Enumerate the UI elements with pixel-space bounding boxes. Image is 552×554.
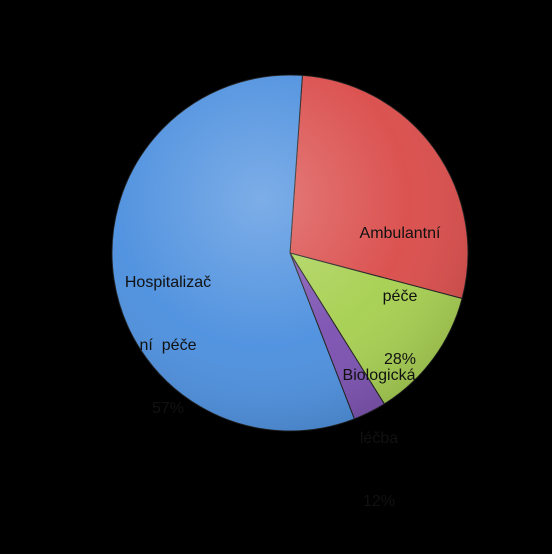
- slice-label-line: péče: [382, 288, 418, 305]
- slice-label-line: Ambulantní: [359, 225, 441, 242]
- slice-value-label: 28%: [383, 351, 417, 368]
- slice-label-ambulantni: Ambulantní péče 28%: [340, 181, 460, 412]
- slice-value-label: 12%: [362, 493, 396, 510]
- slice-value-label: 57%: [151, 400, 185, 417]
- slice-label-line: léčba: [359, 430, 399, 447]
- slice-label-hospitalizace: Hospitalizač ní péče 57%: [106, 230, 230, 461]
- slice-label-line: Biologická: [342, 367, 416, 384]
- slice-label-line: Hospitalizač: [124, 274, 212, 291]
- pie-chart-svg: [111, 74, 469, 432]
- slice-label-biologicka: Biologická léčba 12%: [324, 323, 434, 554]
- pie-chart: Ambulantní péče 28% Biologická léčba 12%…: [106, 74, 469, 510]
- slice-label-line: ní péče: [139, 337, 197, 354]
